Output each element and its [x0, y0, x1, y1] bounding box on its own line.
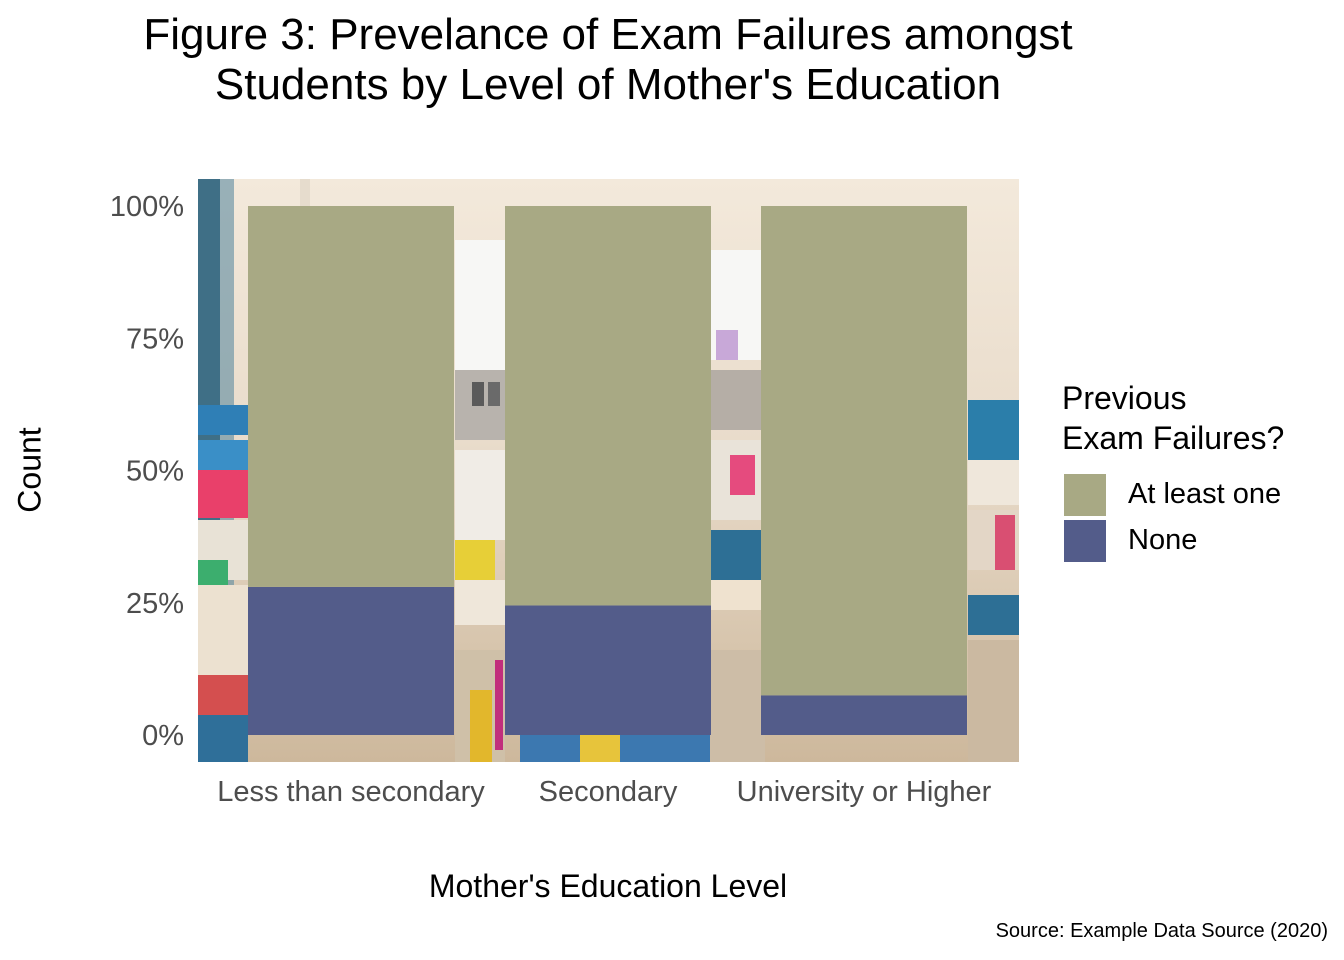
legend-label-at-least-one: At least one	[1128, 478, 1282, 510]
chart-title-line-2: Students by Level of Mother's Education	[214, 60, 1002, 109]
y-axis-title: Count	[11, 427, 48, 513]
legend-title: Previous Exam Failures?	[1062, 378, 1284, 458]
source-caption: Source: Example Data Source (2020)	[995, 920, 1328, 942]
bar-less-than-secondary-none	[248, 586, 454, 735]
bar-university-or-higher-at-least-one	[761, 206, 967, 696]
y-tick-label: 0%	[142, 720, 184, 752]
y-tick-label: 100%	[110, 191, 184, 223]
legend-key-none	[1064, 520, 1106, 562]
bar-less-than-secondary-at-least-one	[248, 206, 454, 587]
x-tick-label: Less than secondary	[217, 776, 485, 808]
y-axis-ticks: 0% 25% 50% 75% 100%	[110, 191, 184, 752]
y-tick-label: 25%	[126, 588, 184, 620]
x-tick-label: Secondary	[539, 776, 678, 808]
legend-label-none: None	[1128, 524, 1198, 556]
legend-key-at-least-one	[1064, 474, 1106, 516]
x-tick-label: University or Higher	[737, 776, 992, 808]
bar-university-or-higher-none	[761, 695, 967, 735]
chart-title-line-1: Figure 3: Prevelance of Exam Failures am…	[143, 10, 1073, 59]
y-tick-label: 50%	[126, 456, 184, 488]
legend-title-line-1: Previous	[1062, 380, 1187, 416]
bar-secondary-none	[505, 605, 711, 735]
y-tick-label: 75%	[126, 323, 184, 355]
bars-layer	[248, 206, 967, 735]
bar-secondary-at-least-one	[505, 206, 711, 606]
x-axis-title: Mother's Education Level	[428, 868, 788, 904]
legend-title-line-2: Exam Failures?	[1062, 420, 1285, 456]
x-axis-ticks: Less than secondary Secondary University o…	[217, 776, 991, 808]
